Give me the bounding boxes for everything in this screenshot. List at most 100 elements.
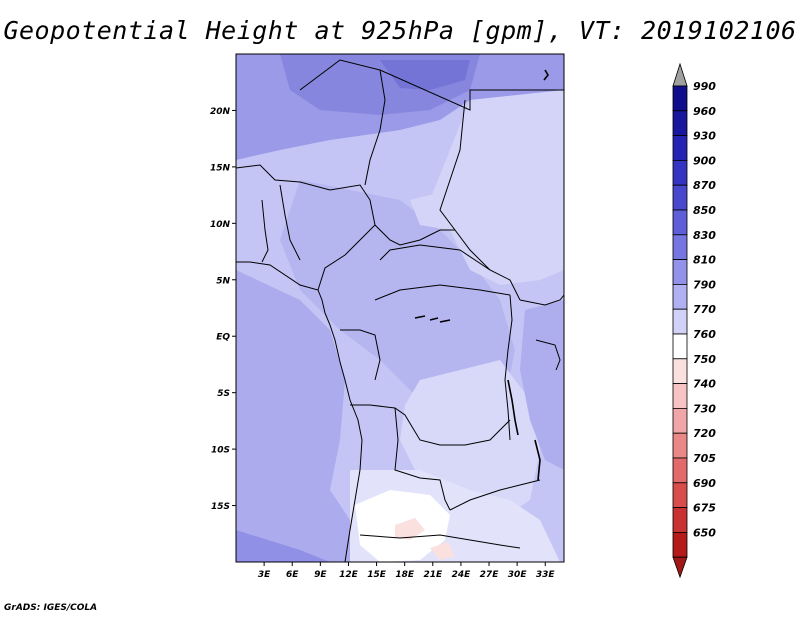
colorbar-swatch [672, 333, 688, 360]
field-east-coast [520, 300, 564, 470]
border-drc-angola [350, 404, 511, 446]
lat-tick-label: 5S [217, 389, 230, 399]
colorbar-swatch [672, 532, 688, 558]
border-zambia-zimbabwe [449, 479, 541, 511]
lakes [414, 69, 549, 481]
border-congo-gabon [340, 329, 381, 381]
colorbar-swatch [672, 457, 688, 484]
border-nigeria-cameroon [317, 199, 376, 291]
coastline-guinea [236, 261, 326, 314]
colorbar-label: 705 [693, 452, 716, 465]
colorbar-label: 850 [693, 204, 716, 217]
lon-tick-label: 33E [536, 570, 556, 580]
colorbar-label: 870 [693, 179, 716, 192]
country-borders [236, 59, 564, 562]
lat-tick-label: 5N [216, 276, 230, 286]
border-niger-chad [299, 59, 386, 186]
coastline-west-south [324, 312, 363, 562]
colorbar-top-arrow [672, 62, 688, 87]
colorbar-label: 760 [693, 328, 716, 341]
border-car [379, 244, 491, 271]
lon-tick-label: 21E [423, 570, 443, 580]
lon-tick-label: 27E [480, 570, 500, 580]
colorbar-swatch [672, 308, 688, 335]
lake-nasser [543, 69, 549, 81]
colorbar-swatch [672, 234, 688, 261]
lon-tick-label: 3E [258, 570, 271, 580]
field-plateau-pink-2 [430, 542, 455, 560]
colorbar-swatch [672, 110, 688, 137]
colorbar-label: 990 [693, 80, 716, 93]
footer-credit: GrADS: IGES/COLA [4, 603, 98, 613]
lat-tick-label: 10N [210, 220, 231, 230]
lon-tick-label: 9E [314, 570, 327, 580]
field-east-highlands [430, 90, 564, 285]
colorbar-swatch [672, 507, 688, 533]
longitude-axis: 3E 6E 9E 12E 15E 18E 21E 24E 27E 30E 33E [258, 562, 556, 580]
colorbar-label: 830 [693, 229, 716, 242]
border-libya-sudan [379, 69, 564, 111]
colorbar-label: 720 [693, 427, 716, 440]
border-kenya [519, 294, 564, 306]
lon-tick-label: 15E [367, 570, 387, 580]
colorbar-bottom-arrow [672, 556, 688, 579]
lon-tick-label: 24E [452, 570, 472, 580]
colorbar-swatch [672, 209, 688, 236]
colorbar-label: 740 [693, 378, 716, 391]
colorbar-swatch [672, 85, 688, 112]
lon-tick-label: 12E [339, 570, 359, 580]
field-west-coast [236, 270, 360, 562]
colorbar-swatch [672, 407, 688, 434]
colorbar-label: 930 [693, 130, 716, 143]
colorbar-swatch [672, 482, 688, 508]
colorbar-swatch [672, 259, 688, 285]
field-central-basin [280, 180, 515, 420]
border-ghana [261, 199, 269, 263]
map-title: Geopotential Height at 925hPa [gpm], VT:… [3, 16, 797, 45]
lat-tick-label: 15S [211, 502, 230, 512]
colorbar-swatch [672, 135, 688, 161]
lake-tanganyika [507, 379, 519, 436]
border-car-drc [374, 284, 511, 301]
colorbar-label: 960 [693, 105, 716, 118]
lon-tick-label: 30E [508, 570, 528, 580]
border-lake-victoria [535, 339, 561, 371]
height-field [236, 54, 564, 562]
border-chad-car [374, 224, 455, 246]
map-frame [235, 53, 565, 563]
lon-tick-label: 18E [395, 570, 415, 580]
latitude-axis: 20N 15N 10N 5N EQ 5S 10S 15S [210, 107, 236, 512]
colorbar-label: 750 [693, 353, 716, 366]
field-southwest [236, 530, 330, 562]
colorbar-swatch [672, 358, 688, 384]
lat-tick-label: 15N [210, 163, 231, 173]
colorbar-swatch [672, 184, 688, 211]
border-sahel [236, 164, 371, 201]
colorbar-label: 790 [693, 278, 716, 291]
colorbar-swatch [672, 159, 688, 186]
lat-tick-label: 10S [211, 446, 230, 456]
lon-tick-label: 6E [286, 570, 299, 580]
colorbar-label: 675 [693, 502, 716, 515]
colorbar-swatch [672, 432, 688, 459]
river-congo [414, 315, 451, 323]
lat-tick-label: 20N [210, 107, 231, 117]
colorbar-swatch [672, 283, 688, 310]
colorbar-label: 810 [693, 254, 716, 267]
border-benin [279, 184, 301, 261]
lat-tick-label: EQ [216, 333, 230, 343]
border-great-lakes [504, 294, 513, 441]
field-plateau-pink-1 [395, 518, 425, 540]
colorbar-label: 730 [693, 402, 716, 415]
field-north-peak [380, 60, 470, 90]
border-angola-zambia [394, 407, 451, 511]
colorbar-label: 690 [693, 477, 716, 490]
colorbar-label: 770 [693, 303, 716, 316]
colorbar-label: 650 [693, 526, 716, 539]
colorbar: 990 960 930 900 870 850 830 810 790 770 760 750 740 7… [672, 62, 716, 579]
colorbar-label: 900 [693, 154, 716, 167]
colorbar-swatch [672, 383, 688, 409]
border-namibia [359, 534, 521, 549]
lake-malawi [534, 439, 541, 481]
